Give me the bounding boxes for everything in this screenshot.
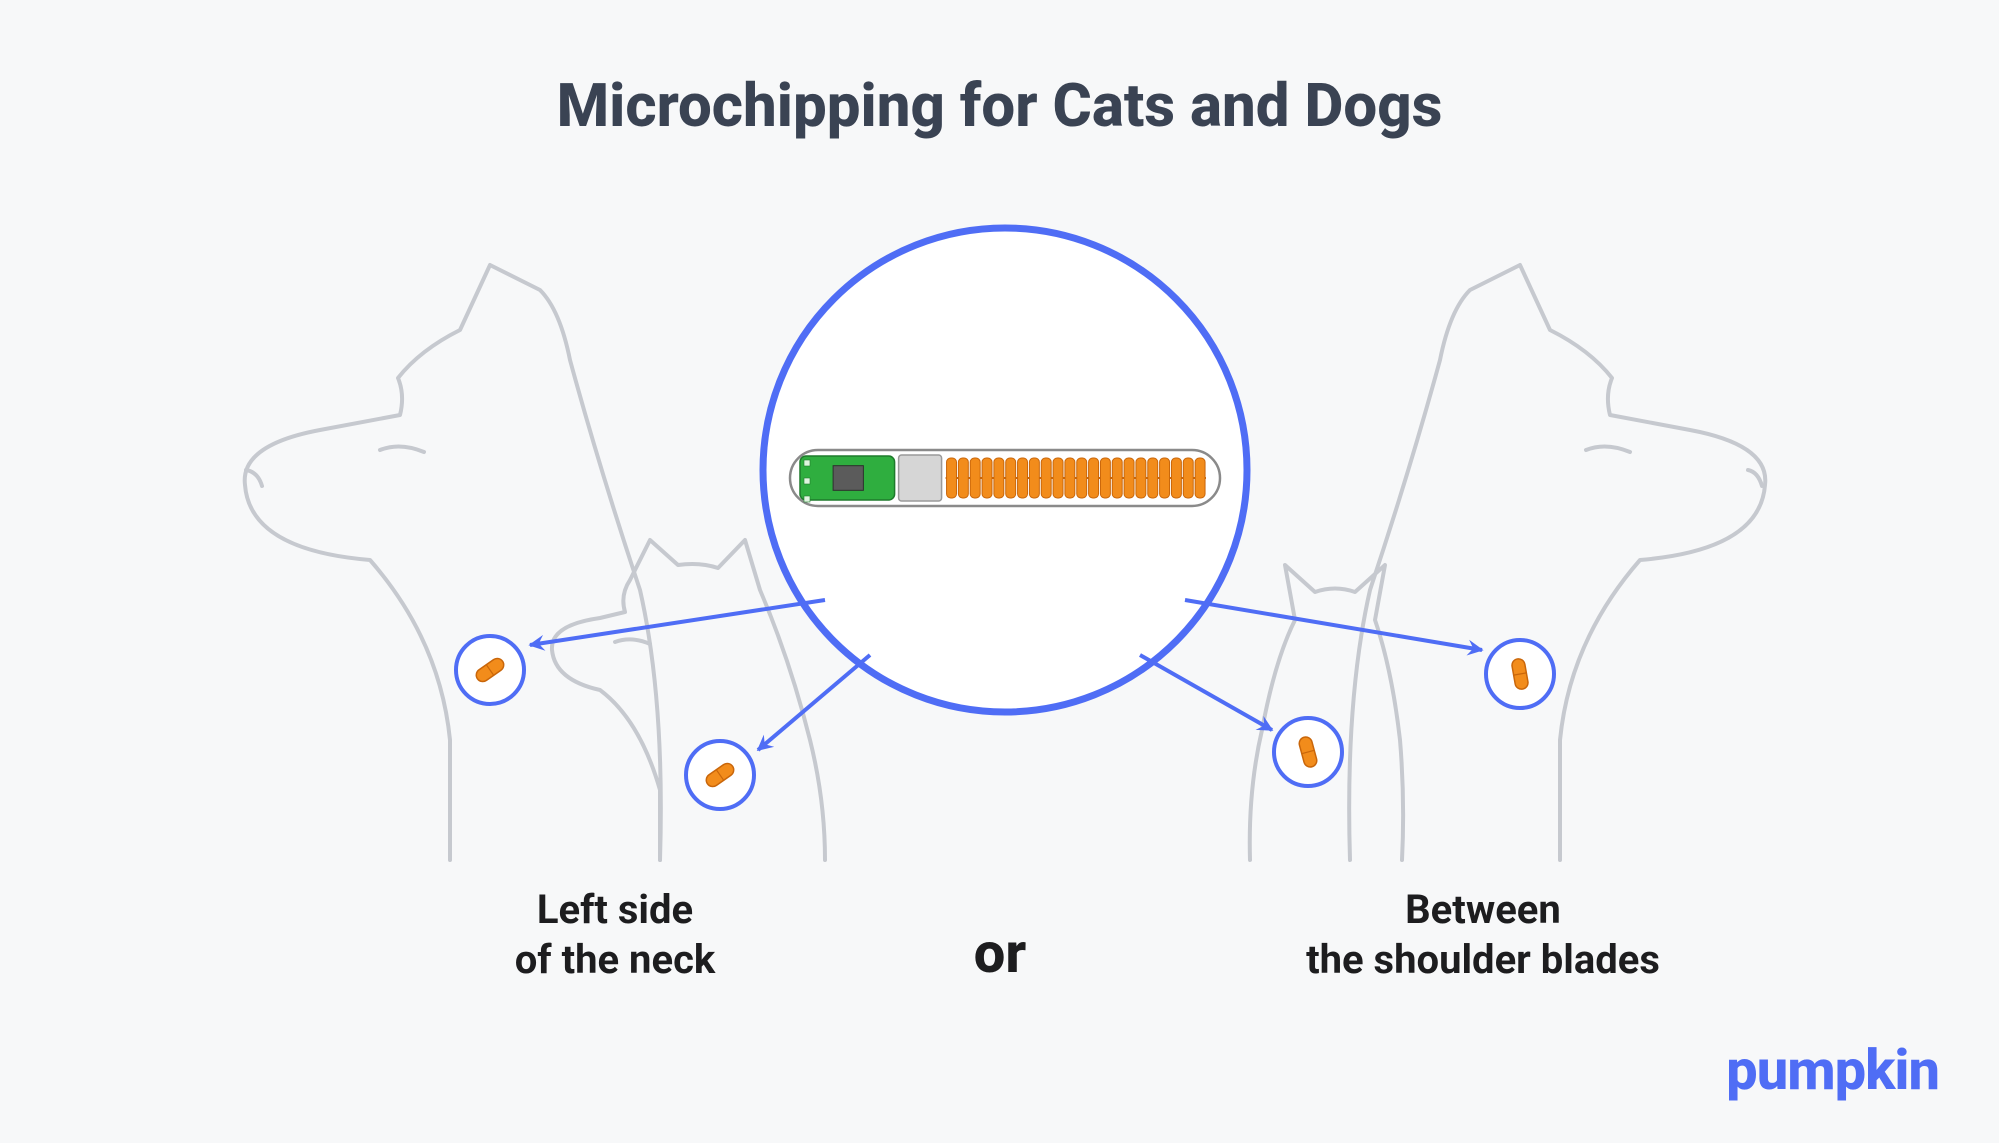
pointer-arrow: [1140, 655, 1272, 730]
dog-left-outline: [245, 265, 661, 860]
marker-dog-left-neck: [456, 636, 524, 704]
microchip-ferrite: [899, 455, 942, 501]
cat-left-outline: [552, 540, 825, 860]
diagram-stage: [0, 0, 1999, 1143]
pointer-arrow: [1185, 600, 1482, 650]
marker-cat-right-shoulder: [1274, 718, 1342, 786]
dog-right-nose: [1748, 470, 1762, 486]
marker-dog-right-shoulder: [1486, 640, 1554, 708]
cat-left-eye: [615, 639, 650, 644]
dog-left-nose: [246, 470, 262, 486]
dog-left-eye: [380, 446, 424, 452]
cat-right-outline: [1250, 565, 1403, 860]
microchip-ic: [833, 466, 863, 491]
pointer-arrow: [758, 655, 870, 750]
dog-right-outline: [1349, 265, 1765, 860]
dog-right-eye: [1586, 446, 1630, 452]
marker-cat-left-neck: [686, 741, 754, 809]
